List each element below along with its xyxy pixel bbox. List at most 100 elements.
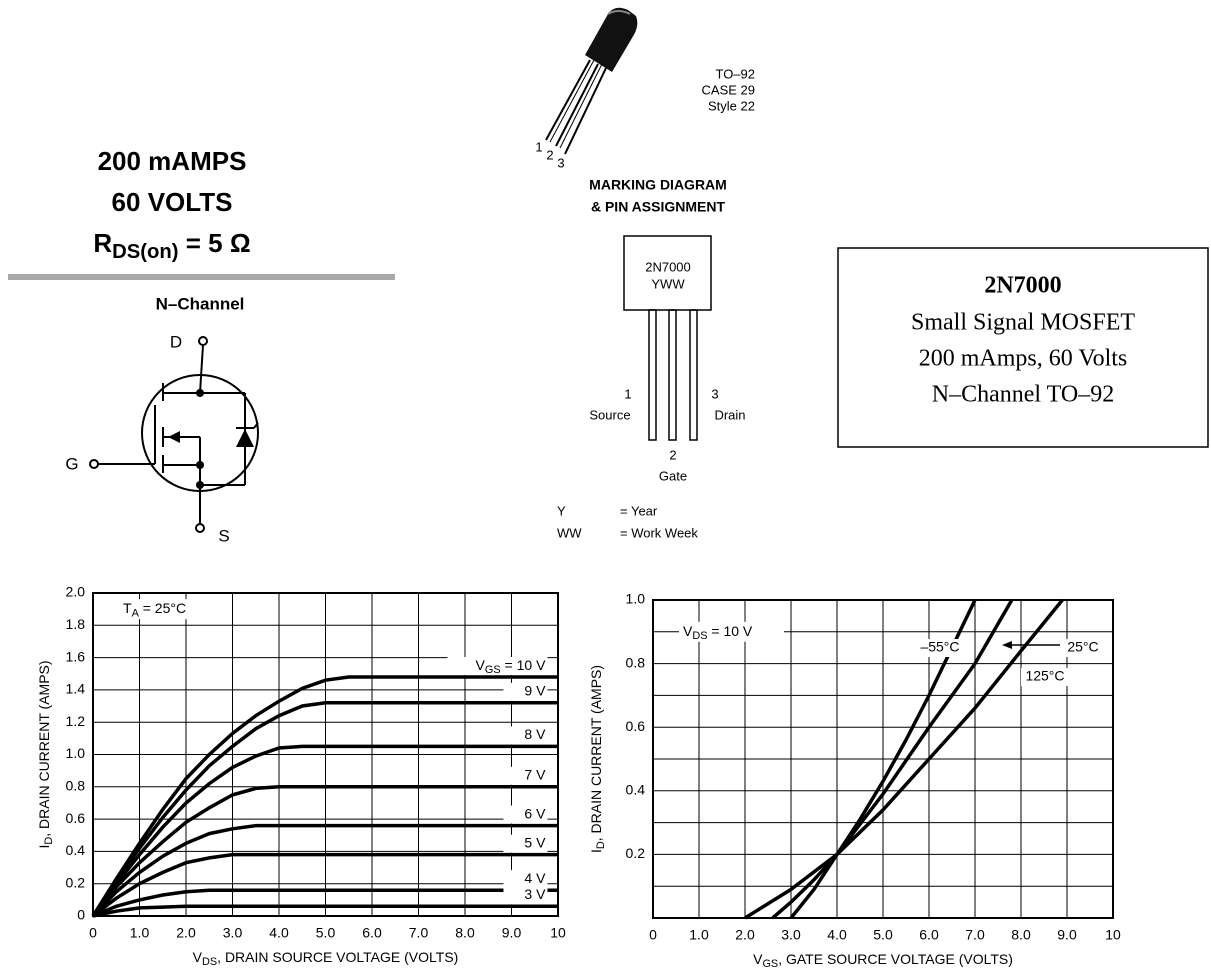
legend-meaning: = Work Week: [620, 525, 698, 540]
x-axis-title-sub: DS: [202, 956, 217, 968]
summary-line: 200 mAmps, 60 Volts: [919, 346, 1128, 372]
x-tick-label: 8.0: [455, 925, 475, 941]
package-pin: 1: [535, 139, 542, 154]
marking-title: & PIN ASSIGNMENT: [591, 199, 725, 215]
series-label-bg: [503, 766, 548, 785]
annotation-sub: DS: [692, 630, 707, 642]
series-label: 10 V: [517, 657, 546, 673]
y-axis-title: ID, DRAIN CURRENT (AMPS): [588, 665, 607, 853]
series-label-bg: [1021, 668, 1069, 686]
x-tick-label: 3.0: [223, 925, 243, 941]
annotation-rest: = 10 V: [708, 623, 753, 639]
series-label-prefix-sub: GS: [485, 664, 501, 676]
series-label: 4 V: [524, 870, 546, 886]
x-axis-title: VDS, DRAIN SOURCE VOLTAGE (VOLTS): [193, 949, 459, 968]
y-tick-label: 1.4: [66, 681, 86, 697]
x-axis-title-rest: , GATE SOURCE VOLTAGE (VOLTS): [778, 951, 1013, 967]
annotation-rest: = 25°C: [139, 600, 186, 616]
x-tick-label: 1.0: [689, 927, 709, 943]
series-line: [91, 744, 558, 918]
series-label-bg: [503, 682, 548, 701]
y-axis-title-rest: , DRAIN CURRENT (AMPS): [36, 660, 52, 836]
x-tick-label: 2.0: [176, 925, 196, 941]
x-tick-label: 10: [550, 925, 566, 941]
package-line: Style 22: [708, 98, 755, 113]
series-label: 7 V: [524, 767, 546, 783]
series-label-bg: [916, 639, 964, 657]
x-tick-label: 6.0: [362, 925, 382, 941]
rating-rds-on: RDS(on) = 5 Ω: [93, 228, 250, 263]
rating-rds-on-sub: DS(on): [112, 241, 178, 263]
x-axis-title: VGS, GATE SOURCE VOLTAGE (VOLTS): [753, 951, 1013, 970]
annotation-main: T: [123, 600, 132, 616]
series-label: 8 V: [524, 726, 546, 742]
y-tick-label: 0.4: [626, 782, 646, 798]
y-tick-label: 0: [77, 907, 85, 923]
rating-current: 200 mAMPS: [98, 146, 247, 176]
series-line: [91, 675, 558, 917]
mosfet-symbol-marks: [168, 389, 254, 489]
y-tick-label: 0.4: [66, 842, 86, 858]
series-label-bg: [1059, 639, 1107, 657]
y-tick-label: 0.8: [66, 778, 86, 794]
x-tick-label: 10: [1105, 927, 1121, 943]
x-tick-label: 0: [649, 927, 657, 943]
package-line: TO–92: [715, 66, 755, 81]
annotation-bg: [679, 621, 784, 642]
annotation-bg: [119, 599, 219, 620]
symbol-title: N–Channel: [156, 294, 245, 313]
series-line: [92, 904, 558, 918]
series-label: –55°C: [920, 639, 959, 655]
series-label: 3 V: [524, 886, 546, 902]
x-tick-label: 7.0: [965, 927, 985, 943]
pin-name: Gate: [659, 468, 687, 483]
series-label-prefix-rest: =: [501, 657, 517, 673]
series-label: 125°C: [1025, 668, 1064, 684]
pin-number: 3: [711, 386, 718, 401]
legend-key: WW: [557, 525, 582, 540]
series-label: 25°C: [1067, 639, 1098, 655]
x-tick-label: 4.0: [269, 925, 289, 941]
package-pin: 3: [557, 155, 564, 170]
y-tick-label: 0.8: [626, 654, 646, 670]
series-line: [92, 888, 558, 918]
package-pin: 2: [546, 147, 553, 162]
series-label-bg: [503, 726, 548, 745]
y-axis-title: ID, DRAIN CURRENT (AMPS): [36, 660, 55, 848]
y-tick-label: 0.2: [626, 845, 646, 861]
package-line: CASE 29: [702, 82, 755, 97]
y-axis-title-rest: , DRAIN CURRENT (AMPS): [588, 665, 604, 841]
x-tick-label: 6.0: [919, 927, 939, 943]
rating-voltage: 60 VOLTS: [112, 187, 233, 217]
series-label: 5 V: [524, 834, 546, 850]
x-tick-label: 2.0: [735, 927, 755, 943]
separator: [8, 274, 395, 280]
y-tick-label: 1.6: [66, 648, 86, 664]
series-line: [789, 599, 977, 920]
marking-package: [623, 235, 712, 441]
annotation: TA = 25°C: [123, 600, 186, 619]
x-axis-title-rest: , DRAIN SOURCE VOLTAGE (VOLTS): [217, 949, 458, 965]
x-tick-label: 5.0: [873, 927, 893, 943]
series-line: [744, 598, 1064, 920]
series-line: [771, 599, 1014, 920]
x-tick-label: 7.0: [409, 925, 429, 941]
y-tick-label: 1.8: [66, 616, 86, 632]
annotation-sub: A: [132, 607, 140, 619]
plot-frame: [92, 592, 559, 917]
series-label-prefix: VGS = 10 V: [476, 657, 547, 676]
mosfet-symbol: [89, 336, 259, 533]
y-axis-title-sub: D: [595, 841, 607, 849]
annotation: VDS = 10 V: [683, 623, 753, 642]
summary-box: [837, 247, 1209, 448]
legend-key: Y: [557, 503, 566, 518]
gate-label: G: [65, 454, 78, 473]
x-tick-label: 8.0: [1011, 927, 1031, 943]
series-label-bg: [503, 805, 548, 824]
x-axis-title-sub: GS: [762, 958, 778, 970]
y-tick-label: 2.0: [66, 584, 86, 600]
rating-rds-on-main: R: [93, 228, 112, 258]
label-arrowhead: [1002, 641, 1012, 649]
pin-number: 2: [669, 447, 676, 462]
y-tick-label: 0.2: [66, 874, 86, 890]
